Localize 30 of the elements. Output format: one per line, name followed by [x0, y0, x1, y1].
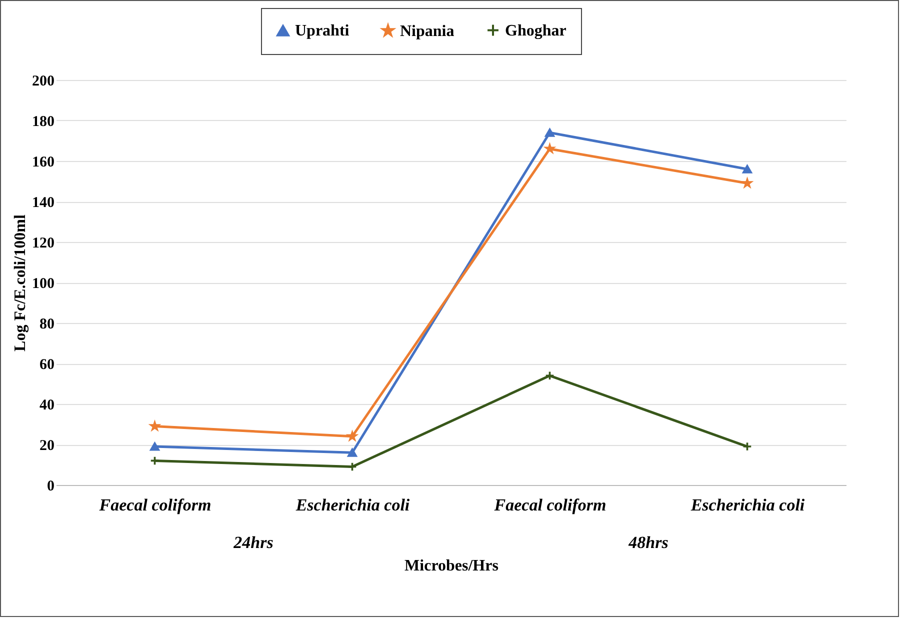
point: [742, 164, 752, 174]
y-axis-title: Log Fc/E.coli/100ml: [12, 214, 29, 352]
x-tick-label: Faecal coliform: [98, 496, 212, 514]
point: [544, 370, 555, 380]
y-tick-label: 140: [32, 195, 54, 211]
point: [742, 442, 752, 452]
point: [150, 442, 160, 451]
y-tick-label: 100: [32, 276, 54, 292]
x-tick-label: Faecal coliform: [493, 496, 606, 514]
point: [150, 456, 160, 466]
legend-label: Ghoghar: [505, 22, 566, 40]
y-tick-label: 20: [40, 438, 54, 454]
legend-label: Nipania: [400, 22, 454, 40]
point: [347, 462, 358, 472]
point: [544, 128, 555, 137]
text: 48hrs: [628, 533, 669, 552]
y-tick-label: 200: [32, 74, 54, 90]
y-tick-label: 160: [32, 154, 54, 170]
y-tick-label: 80: [40, 316, 54, 332]
point: [347, 448, 358, 457]
x-axis-title: Microbes/Hrs: [404, 558, 498, 574]
y-tick-label: 0: [47, 478, 54, 494]
y-tick-label: 60: [40, 357, 54, 373]
x-tick-label: Escherichia coli: [294, 496, 410, 514]
text: 24hrs: [232, 533, 274, 552]
y-tick-label: 40: [40, 398, 54, 414]
x-tick-label: Escherichia coli: [690, 496, 805, 514]
y-tick-label: 180: [32, 114, 54, 130]
legend-label: Uprahti: [295, 22, 350, 40]
y-tick-label: 120: [32, 236, 54, 252]
